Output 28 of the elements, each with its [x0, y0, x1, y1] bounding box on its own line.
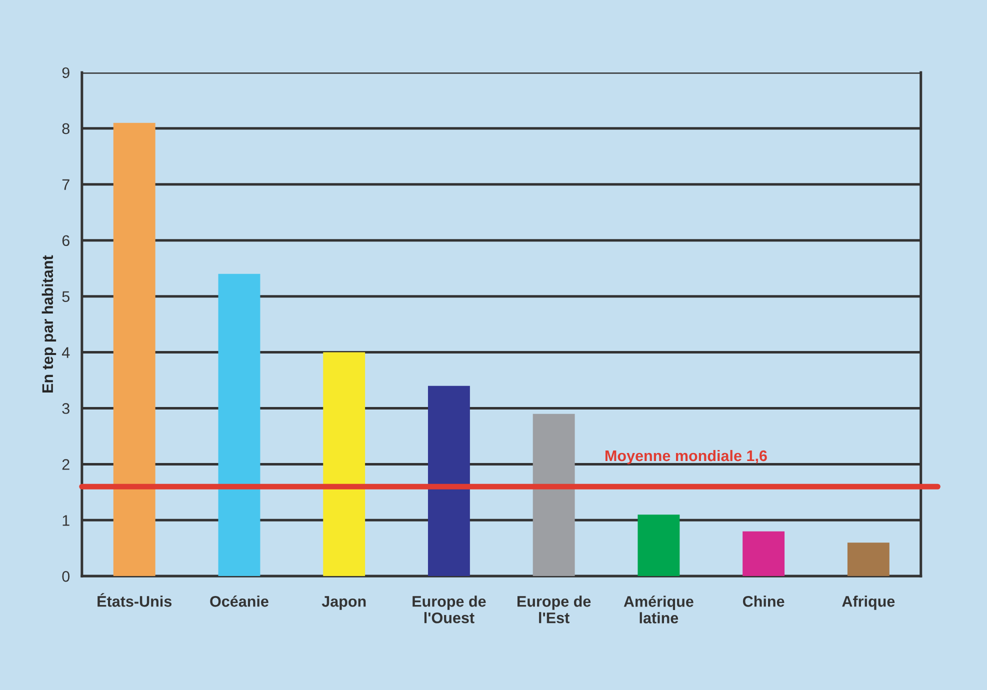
- bar: [113, 122, 156, 576]
- y-tick-label: 0: [62, 571, 70, 582]
- x-tick-label: Japon: [322, 596, 366, 610]
- y-tick-label: 3: [62, 403, 70, 414]
- y-tick-label: 2: [62, 459, 70, 470]
- y-tick-label: 4: [62, 347, 70, 358]
- ref-line-label: Moyenne mondiale 1,6: [605, 450, 767, 464]
- x-tick-label: Europe de l'Ouest: [412, 596, 486, 624]
- bar: [847, 542, 890, 576]
- bar: [638, 514, 680, 576]
- bar: [323, 352, 366, 576]
- bar: [428, 386, 470, 576]
- y-tick-label: 9: [62, 67, 70, 78]
- y-tick-label: 7: [62, 179, 70, 190]
- x-tick-label: États-Unis: [98, 593, 172, 607]
- y-tick-label: 8: [62, 123, 70, 134]
- x-tick-label: Océanie: [210, 595, 268, 607]
- bar: [218, 274, 260, 576]
- x-tick-label: Chine: [742, 596, 784, 607]
- bar: [742, 531, 785, 576]
- y-tick-label: 1: [62, 515, 70, 526]
- y-tick-label: 6: [62, 235, 70, 246]
- x-tick-label: Europe de l'Est: [518, 596, 591, 624]
- y-axis-title: En tep par habitant: [42, 255, 56, 392]
- bar: [532, 414, 575, 576]
- x-tick-label: Afrique: [842, 596, 895, 610]
- x-tick-label: Amérique latine: [624, 596, 694, 624]
- y-tick-label: 5: [62, 291, 70, 302]
